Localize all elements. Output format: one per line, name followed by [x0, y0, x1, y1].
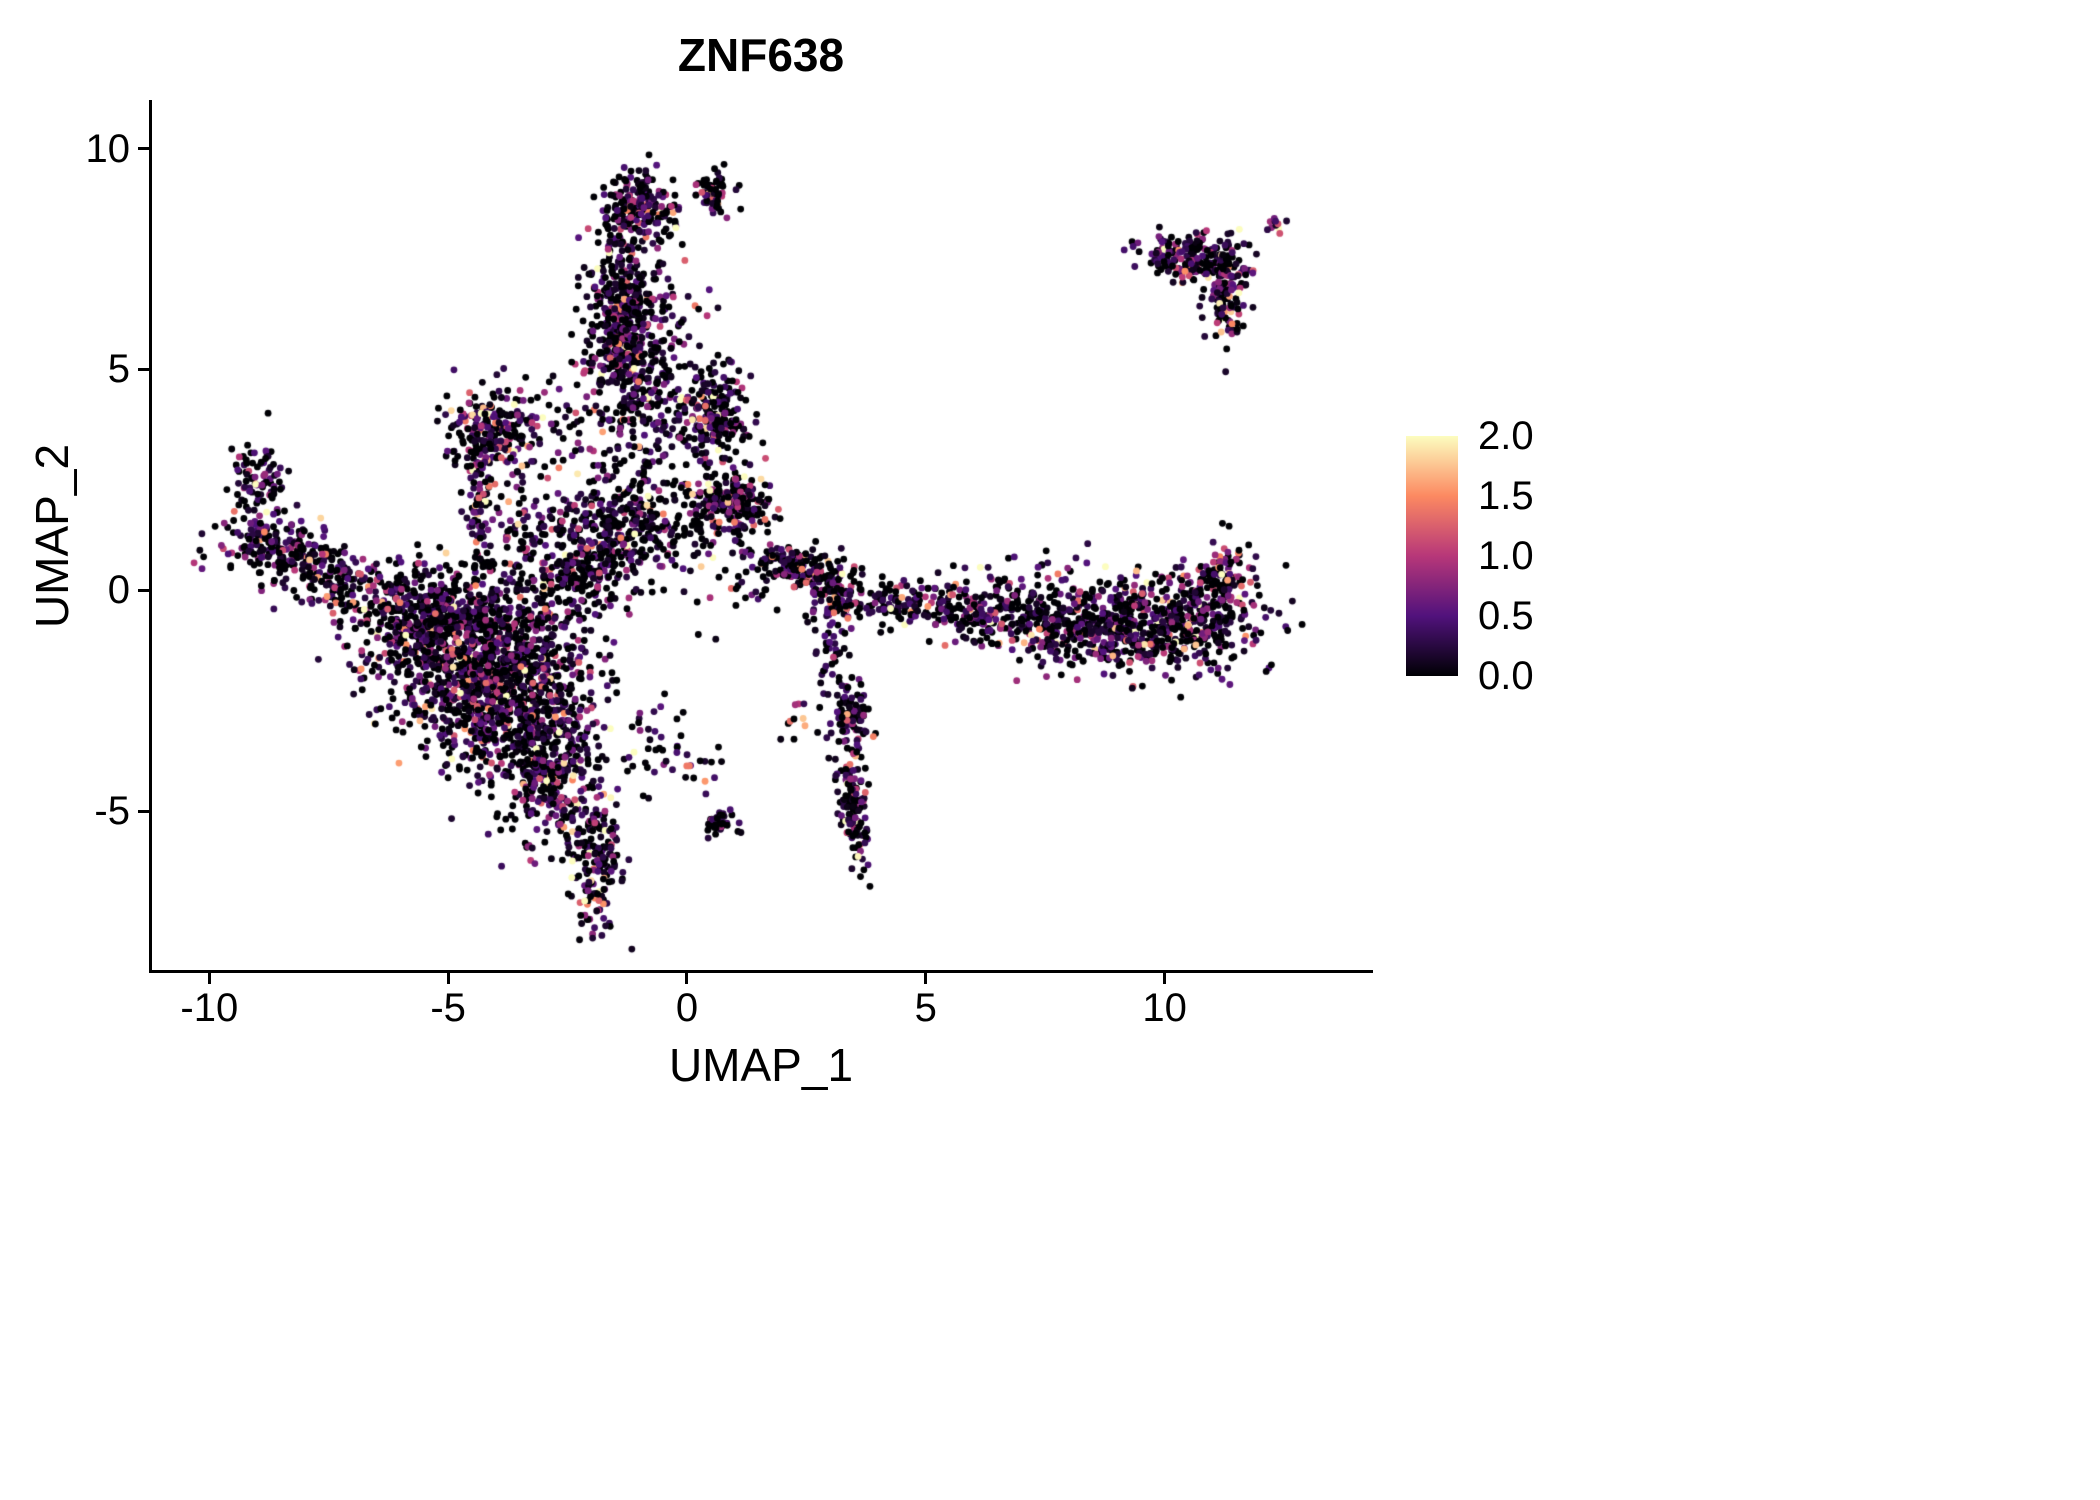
y-tick-label: -5	[94, 789, 130, 833]
x-tick-mark	[446, 973, 450, 984]
colorbar-tick-label: 0.5	[1478, 594, 1534, 638]
x-tick-label: -5	[430, 986, 466, 1030]
colorbar-tick-label: 1.5	[1478, 474, 1534, 518]
x-axis-line	[149, 970, 1373, 973]
y-tick-mark	[138, 367, 149, 371]
colorbar-tick-label: 0.0	[1478, 654, 1534, 698]
y-tick-label: 10	[85, 126, 131, 171]
y-tick-mark	[138, 588, 149, 592]
x-tick-label: 10	[1142, 986, 1187, 1030]
y-tick-label: 5	[107, 347, 130, 392]
colorbar-tick-label: 2.0	[1478, 414, 1534, 458]
y-tick-label: 0	[107, 568, 130, 613]
x-tick-label: -10	[180, 986, 239, 1030]
x-tick-mark	[685, 973, 689, 984]
scatter-canvas	[152, 100, 1370, 970]
y-axis-line	[149, 100, 152, 973]
y-axis-label: UMAP_2	[26, 443, 78, 629]
y-tick-mark	[138, 809, 149, 813]
colorbar-tick-label: 1.0	[1478, 534, 1534, 578]
x-tick-label: 0	[675, 986, 699, 1030]
x-tick-mark	[1163, 973, 1167, 984]
x-tick-label: 5	[914, 986, 937, 1030]
y-tick-mark	[138, 147, 149, 151]
x-tick-mark	[207, 973, 211, 984]
x-tick-mark	[924, 973, 928, 984]
colorbar-gradient	[1406, 436, 1458, 676]
x-axis-label: UMAP_1	[668, 1039, 854, 1091]
chart-title: ZNF638	[677, 29, 845, 81]
